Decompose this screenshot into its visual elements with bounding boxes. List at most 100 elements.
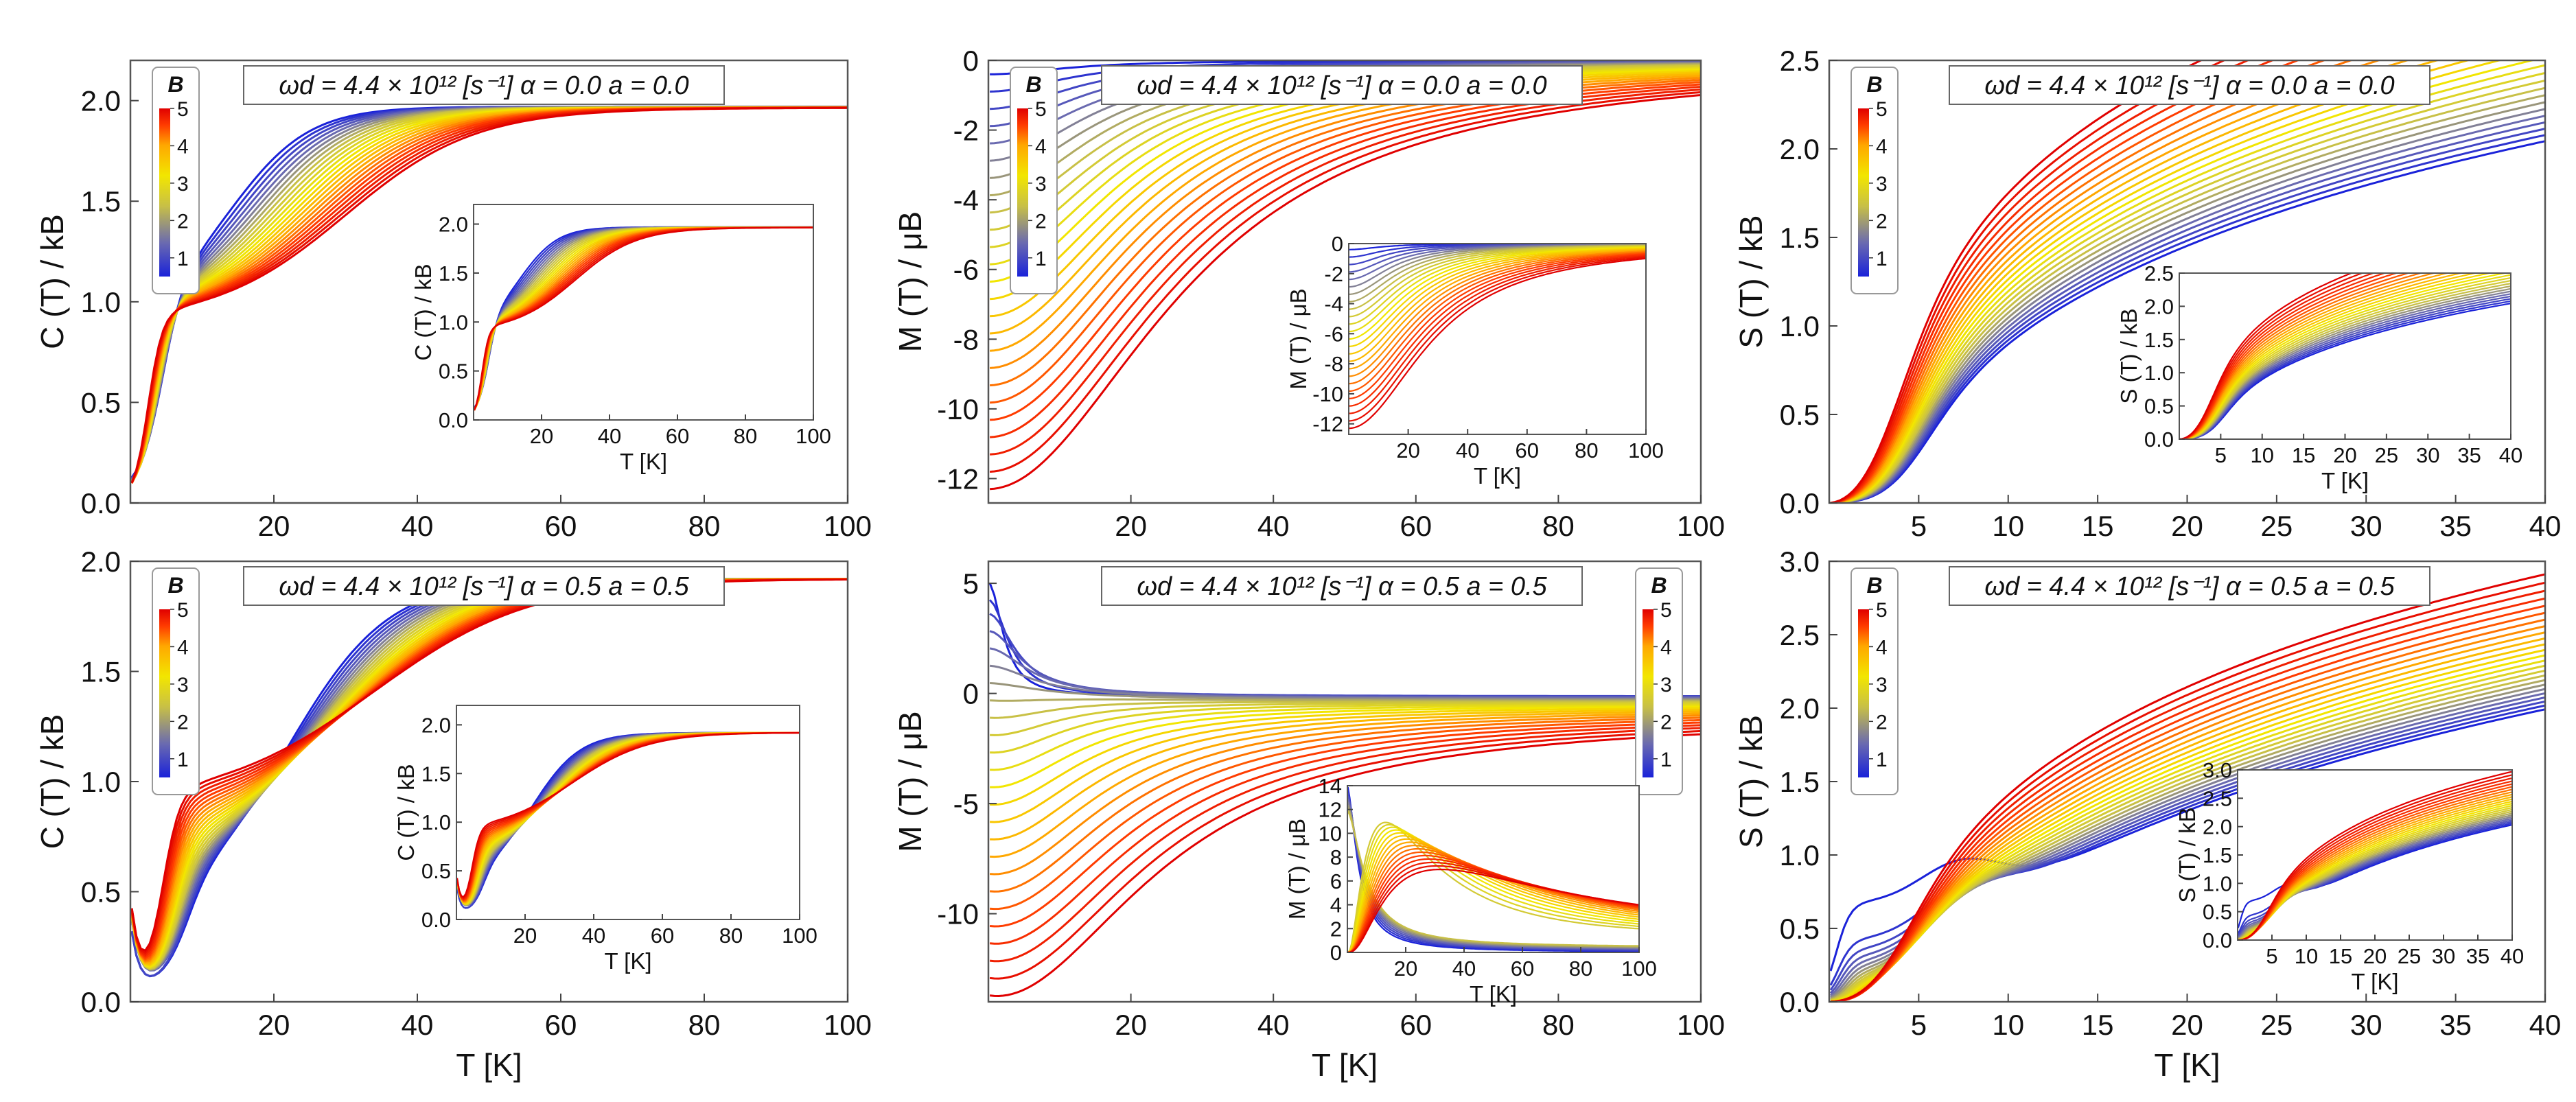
series-line	[989, 73, 1701, 335]
legend-title: B	[167, 72, 183, 97]
x-axis-label: T [K]	[456, 1047, 522, 1083]
inset-series	[456, 731, 800, 909]
inset-frame	[1348, 243, 1647, 435]
y-tick-label: -8	[953, 323, 979, 355]
chart-panel-c-0: 20 40 60 80 100 0.0 0.5 1.0 1.5 2.0 C (T) / kB ωd =…	[34, 59, 872, 542]
series-line	[989, 76, 1701, 369]
x-tick-label: 80	[1542, 1009, 1575, 1041]
series-line	[989, 75, 1701, 352]
colorbar-legend: B 1 2 3 4 5	[1850, 567, 1899, 795]
y-tick-label: 5	[963, 567, 979, 600]
series-line	[1831, 60, 2441, 503]
series-line	[989, 86, 1701, 438]
x-tick-label: 20	[530, 424, 553, 448]
y-tick-label: 1.5	[81, 185, 121, 218]
colorbar-tick-label: 2	[1876, 711, 1888, 734]
series-line	[2179, 279, 2511, 439]
series-line	[1831, 94, 2545, 503]
parameter-annotation: ωd = 4.4 × 10¹² [s⁻¹] α = 0.5 a = 0.5	[243, 566, 725, 606]
y-tick-label: -10	[937, 393, 979, 425]
x-axis-label: T [K]	[620, 449, 667, 474]
y-tick-label: 1.5	[439, 261, 468, 285]
x-tick-label: 20	[1115, 510, 1147, 542]
series-line	[1347, 826, 1639, 952]
series-line	[1349, 247, 1646, 347]
inset-series	[2238, 771, 2512, 940]
series-line	[1349, 257, 1646, 430]
series-line	[989, 78, 1701, 387]
series-line	[130, 578, 848, 952]
colorbar-tick-label: 5	[177, 599, 189, 622]
colorbar-legend: B 1 2 3 4 5	[1635, 567, 1683, 795]
y-axis-label: S (T) / kB	[1733, 215, 1769, 348]
series-line	[2179, 273, 2479, 439]
x-tick-label: 20	[2171, 1009, 2203, 1041]
inset-plot: 5 10 15 20 25 30 35 40 0.0 0.5 1.0 1.5 2.0 2.5 3.0 T [K…	[2174, 758, 2524, 994]
series-line	[1830, 60, 2411, 503]
y-tick-label: 2.0	[1780, 133, 1820, 165]
x-tick-label: 100	[824, 1009, 872, 1041]
y-axis-label: S (T) / kB	[2174, 807, 2200, 902]
colorbar-tick-label: 4	[1035, 135, 1047, 158]
series-line	[1830, 648, 2545, 1002]
series-line	[2179, 303, 2511, 439]
x-tick-label: 20	[1396, 438, 1419, 462]
x-tick-label: 40	[1257, 510, 1290, 542]
y-tick-label: 0.0	[1780, 487, 1820, 519]
y-tick-label: 4	[1330, 893, 1342, 917]
series-line	[2179, 282, 2511, 439]
legend-title: B	[1866, 72, 1882, 97]
x-tick-label: 20	[2363, 944, 2387, 968]
annotation-box	[1101, 65, 1583, 105]
x-axis-label: T [K]	[1474, 463, 1521, 489]
y-tick-label: 0.0	[81, 487, 121, 519]
series-line	[990, 81, 1701, 404]
colorbar-tick-label: 2	[1035, 210, 1047, 233]
series-line	[2179, 273, 2387, 439]
x-tick-label: 5	[2266, 944, 2277, 968]
series-line	[2179, 277, 2511, 439]
series-line	[1349, 248, 1646, 355]
series-line	[990, 701, 1701, 719]
y-tick-label: -5	[953, 788, 979, 820]
colorbar-legend: B 1 2 3 4 5	[1010, 67, 1058, 294]
series-line	[989, 613, 1701, 697]
x-axis-label: T [K]	[1312, 1047, 1378, 1083]
y-tick-label: 10	[1319, 821, 1342, 845]
series-line	[2179, 295, 2511, 439]
series-line	[1349, 256, 1646, 422]
series-line	[1831, 624, 2545, 1002]
x-tick-label: 20	[258, 510, 290, 542]
series-line	[1831, 631, 2545, 1002]
x-tick-label: 60	[1511, 957, 1534, 981]
x-tick-label: 40	[582, 924, 605, 948]
annotation-text: ωd = 4.4 × 10¹² [s⁻¹] α = 0.0 a = 0.0	[1984, 71, 2394, 100]
plot-frame	[129, 59, 849, 504]
colorbar-tick-label: 1	[1876, 248, 1888, 270]
y-tick-label: -6	[1324, 322, 1343, 346]
colorbar-legend: B 1 2 3 4 5	[152, 567, 200, 795]
y-tick-label: 2.0	[81, 85, 121, 117]
y-tick-label: 8	[1330, 845, 1342, 869]
x-tick-label: 80	[719, 924, 743, 948]
series-line	[1830, 60, 2301, 503]
legend-title: B	[167, 573, 183, 598]
series-line	[1831, 134, 2545, 503]
series-line	[990, 714, 1701, 876]
series-line	[989, 88, 1701, 456]
x-tick-label: 80	[1569, 957, 1592, 981]
series-line	[1349, 254, 1646, 407]
series-line	[990, 712, 1701, 858]
colorbar-legend: B 1 2 3 4 5	[1850, 67, 1899, 294]
series-line	[990, 718, 1701, 911]
series-line	[1347, 829, 1639, 952]
colorbar-tick-label: 1	[1660, 749, 1672, 771]
x-axis-label: T [K]	[604, 948, 651, 974]
series-line	[1829, 708, 2545, 972]
y-tick-label: 2.5	[2203, 786, 2232, 810]
series-line	[1830, 643, 2545, 1002]
y-tick-label: 1.0	[1780, 310, 1820, 342]
series-line	[2179, 290, 2511, 439]
x-tick-label: 30	[2416, 443, 2439, 467]
series-line	[1347, 801, 1639, 949]
